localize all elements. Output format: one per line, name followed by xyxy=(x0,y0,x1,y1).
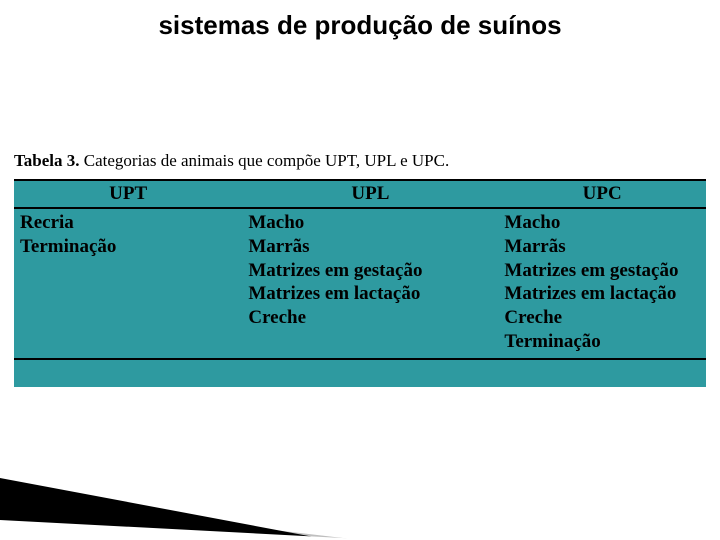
table-caption: Tabela 3. Categorias de animais que comp… xyxy=(14,151,720,171)
cell-value: Creche xyxy=(504,306,700,330)
cell-upt: Recria Terminação xyxy=(14,208,242,359)
slide: sistemas de produção de suínos Tabela 3.… xyxy=(0,0,720,540)
cell-value: Matrizes em lactação xyxy=(248,282,492,306)
table-header-row: UPT UPL UPC xyxy=(14,180,706,208)
cell-value: Marrãs xyxy=(504,235,700,259)
categories-table: UPT UPL UPC Recria Terminação Macho Marr… xyxy=(14,179,706,387)
cell-value: Terminação xyxy=(20,235,236,259)
cell-value: Marrãs xyxy=(248,235,492,259)
caption-text: Categorias de animais que compõe UPT, UP… xyxy=(80,151,450,170)
cell-value: Macho xyxy=(504,211,700,235)
cell-value: Recria xyxy=(20,211,236,235)
col-header-upl: UPL xyxy=(242,180,498,208)
caption-label: Tabela 3. xyxy=(14,151,80,170)
cell-value: Matrizes em lactação xyxy=(504,282,700,306)
table-row: Recria Terminação Macho Marrãs Matrizes … xyxy=(14,208,706,359)
col-header-upt: UPT xyxy=(14,180,242,208)
cell-upl: Macho Marrãs Matrizes em gestação Matriz… xyxy=(242,208,498,359)
cell-value: Terminação xyxy=(504,330,700,354)
table-container: UPT UPL UPC Recria Terminação Macho Marr… xyxy=(14,179,706,387)
cell-value: Matrizes em gestação xyxy=(248,259,492,283)
cell-value: Creche xyxy=(248,306,492,330)
cell-value: Matrizes em gestação xyxy=(504,259,700,283)
cell-value: Macho xyxy=(248,211,492,235)
page-title: sistemas de produção de suínos xyxy=(0,0,720,41)
corner-decor xyxy=(0,450,380,540)
table-spacer-row xyxy=(14,359,706,387)
cell-upc: Macho Marrãs Matrizes em gestação Matriz… xyxy=(498,208,706,359)
col-header-upc: UPC xyxy=(498,180,706,208)
